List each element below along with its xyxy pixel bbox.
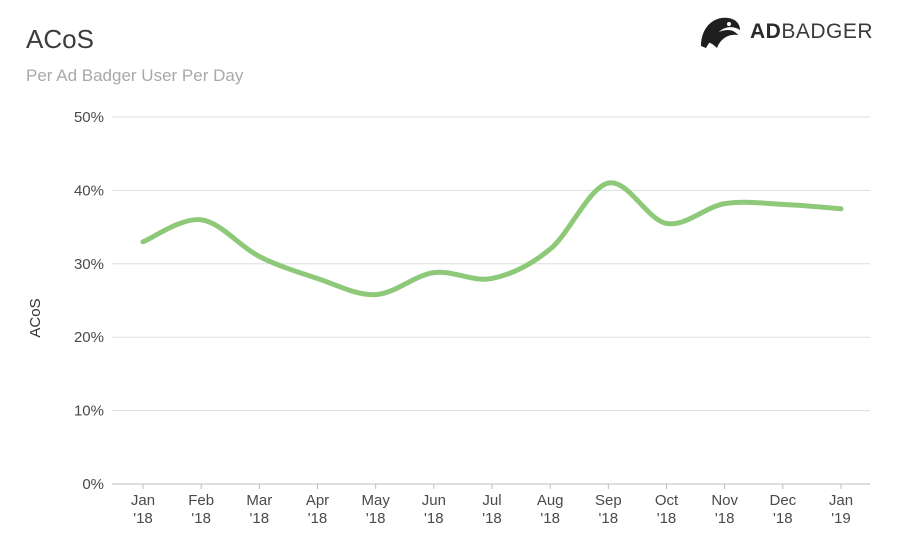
x-tick-label: May '18 (361, 492, 390, 527)
y-tick-label: 0% (82, 476, 104, 493)
badger-head-icon (701, 17, 740, 48)
x-tick-label: Jan '18 (131, 492, 155, 527)
x-tick-label: Mar '18 (246, 492, 272, 527)
y-axis-ticks: 0% 10% 20% 30% 40% 50% (74, 109, 104, 493)
y-tick-label: 10% (74, 403, 104, 420)
y-tick-label: 50% (74, 109, 104, 126)
x-tick-label: Jun '18 (422, 492, 446, 527)
y-tick-label: 40% (74, 182, 104, 199)
x-tick-label: Dec '18 (769, 492, 796, 527)
x-tick-label: Sep '18 (595, 492, 622, 527)
x-tick-label: Oct '18 (655, 492, 679, 527)
y-tick-label: 30% (74, 256, 104, 273)
x-tick-label: Apr '18 (306, 492, 329, 527)
logo-text-bold: AD (750, 20, 782, 43)
adbadger-logo: ADBADGER (698, 12, 873, 52)
x-tick-label: Aug '18 (537, 492, 564, 527)
x-tick-label: Jan '19 (829, 492, 853, 527)
x-axis-ticks: Jan '18 Feb '18 Mar '18 Apr '18 May '18 Jun '18 Jul '… (131, 484, 853, 527)
chart-subtitle: Per Ad Badger User Per Day (26, 66, 244, 85)
series-layer (140, 180, 844, 298)
grid-lines (112, 116, 870, 485)
x-tick-label: Feb '18 (188, 492, 214, 527)
x-tick-label: Nov '18 (711, 492, 738, 527)
y-tick-label: 20% (74, 329, 104, 346)
acos-series-line (140, 180, 844, 298)
chart-title: ACoS (26, 24, 94, 54)
y-axis-label: ACoS (27, 298, 44, 337)
x-tick-label: Jul '18 (482, 492, 502, 527)
logo-text-light: BADGER (781, 20, 874, 43)
